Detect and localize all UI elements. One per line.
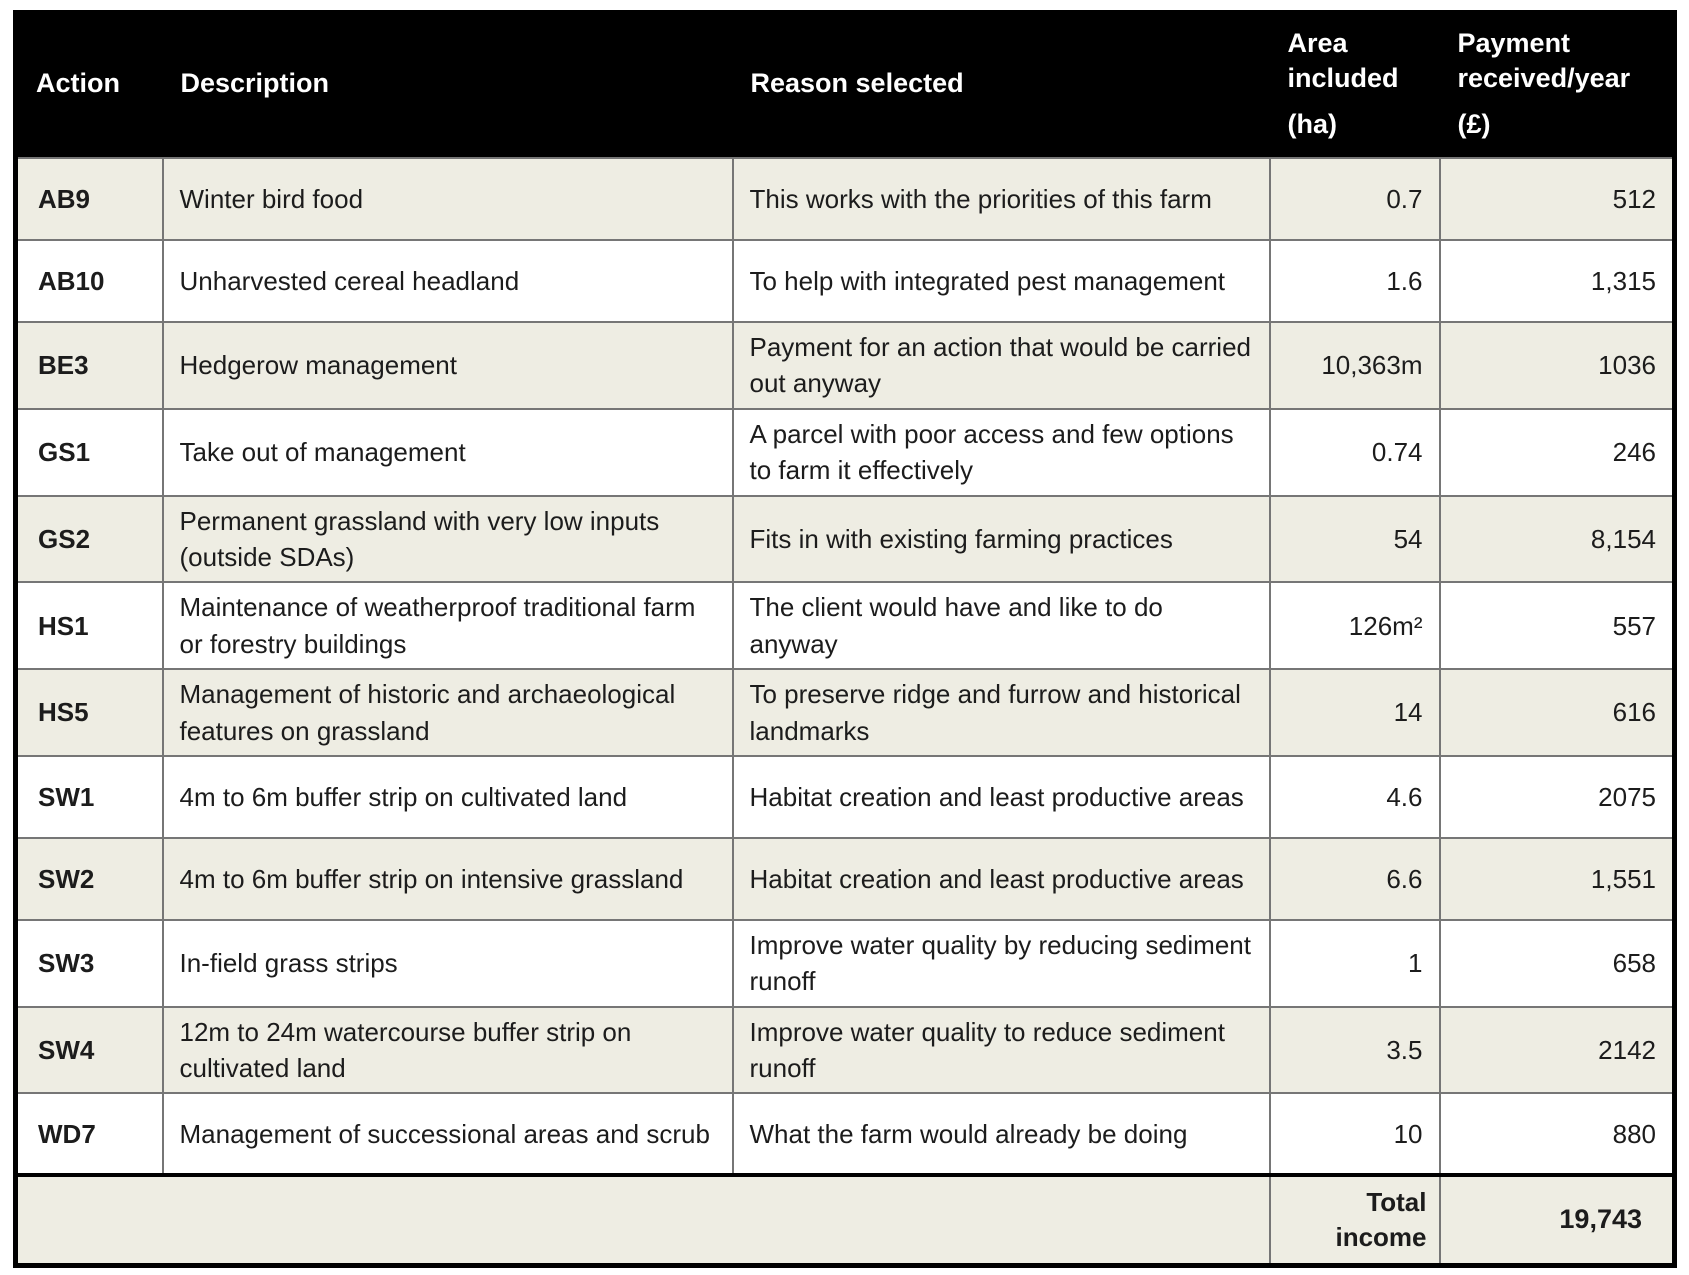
total-row: Total income 19,743 [14, 1173, 1676, 1267]
cell-action: SW4 [14, 1005, 164, 1095]
cell-area: 10,363m [1268, 321, 1441, 410]
cell-description: Winter bird food [161, 157, 734, 241]
cell-description: Management of historic and archaeologica… [161, 668, 734, 757]
cell-area: 126m² [1268, 581, 1441, 671]
cell-reason: A parcel with poor access and few option… [731, 407, 1271, 497]
cell-action: AB9 [14, 157, 164, 241]
cell-action: SW3 [14, 918, 164, 1008]
cell-action: WD7 [14, 1092, 164, 1177]
cell-reason: Payment for an action that would be carr… [731, 321, 1271, 410]
table-row: SW4 12m to 24m watercourse buffer strip … [14, 1005, 1676, 1095]
table-row: SW3 In-field grass strips Improve water … [14, 918, 1676, 1008]
header-area: Area included (ha) [1269, 12, 1440, 158]
cell-description: 12m to 24m watercourse buffer strip on c… [161, 1005, 734, 1095]
header-reason: Reason selected [732, 12, 1270, 158]
header-description: Description [162, 12, 733, 158]
header-row: Action Description Reason selected Area … [15, 12, 1675, 158]
cell-reason: The client would have and like to do any… [731, 581, 1271, 671]
cell-description: 4m to 6m buffer strip on cultivated land [161, 754, 734, 839]
table-row: WD7 Management of successional areas and… [14, 1092, 1676, 1177]
cell-payment: 8,154 [1438, 494, 1676, 584]
cell-area: 10 [1268, 1092, 1441, 1177]
cell-action: HS5 [14, 668, 164, 757]
table-row: HS5 Management of historic and archaeolo… [14, 668, 1676, 757]
cell-payment: 512 [1438, 157, 1676, 241]
cell-action: HS1 [14, 581, 164, 671]
table-row: AB10 Unharvested cereal headland To help… [14, 239, 1676, 323]
total-income-value: 19,743 [1438, 1173, 1676, 1267]
table-row: HS1 Maintenance of weatherproof traditio… [14, 581, 1676, 671]
table-header: Action Description Reason selected Area … [15, 12, 1675, 158]
table-row: SW2 4m to 6m buffer strip on intensive g… [14, 836, 1676, 921]
cell-area: 14 [1268, 668, 1441, 757]
cell-area: 54 [1268, 494, 1441, 584]
cell-area: 4.6 [1268, 754, 1441, 839]
cell-payment: 1,315 [1438, 239, 1676, 323]
cell-payment: 616 [1438, 668, 1676, 757]
cell-reason: What the farm would already be doing [731, 1092, 1271, 1177]
cell-action: AB10 [14, 239, 164, 323]
total-spacer-cell [14, 1173, 1271, 1267]
cell-area: 3.5 [1268, 1005, 1441, 1095]
cell-description: Unharvested cereal headland [161, 239, 734, 323]
table-row: BE3 Hedgerow management Payment for an a… [14, 321, 1676, 410]
cell-description: Permanent grassland with very low inputs… [161, 494, 734, 584]
table-row: AB9 Winter bird food This works with the… [14, 157, 1676, 241]
cell-reason: Habitat creation and least productive ar… [731, 836, 1271, 921]
table-body: AB9 Winter bird food This works with the… [14, 157, 1676, 1267]
cell-action: GS2 [14, 494, 164, 584]
cell-description: Management of successional areas and scr… [161, 1092, 734, 1177]
header-payment-label: Payment received/year [1457, 28, 1631, 94]
cell-payment: 1036 [1438, 321, 1676, 410]
cell-reason: This works with the priorities of this f… [731, 157, 1271, 241]
cell-description: Take out of management [161, 407, 734, 497]
cell-reason: Improve water quality to reduce sediment… [731, 1005, 1271, 1095]
payments-table: Action Description Reason selected Area … [13, 10, 1677, 1268]
cell-payment: 2142 [1438, 1005, 1676, 1095]
cell-reason: Improve water quality by reducing sedime… [731, 918, 1271, 1008]
cell-action: GS1 [14, 407, 164, 497]
cell-description: In-field grass strips [161, 918, 734, 1008]
header-payment: Payment received/year (£) [1439, 12, 1675, 158]
cell-payment: 2075 [1438, 754, 1676, 839]
cell-reason: Habitat creation and least productive ar… [731, 754, 1271, 839]
cell-action: SW1 [14, 754, 164, 839]
cell-payment: 658 [1438, 918, 1676, 1008]
cell-action: SW2 [14, 836, 164, 921]
cell-area: 0.74 [1268, 407, 1441, 497]
header-action: Action [15, 12, 163, 158]
header-area-unit: (ha) [1287, 108, 1338, 139]
cell-area: 6.6 [1268, 836, 1441, 921]
cell-description: 4m to 6m buffer strip on intensive grass… [161, 836, 734, 921]
header-payment-unit: (£) [1457, 108, 1491, 139]
cell-area: 0.7 [1268, 157, 1441, 241]
cell-payment: 880 [1438, 1092, 1676, 1177]
table-row: GS2 Permanent grassland with very low in… [14, 494, 1676, 584]
cell-payment: 246 [1438, 407, 1676, 497]
table-row: SW1 4m to 6m buffer strip on cultivated … [14, 754, 1676, 839]
cell-payment: 557 [1438, 581, 1676, 671]
cell-area: 1.6 [1268, 239, 1441, 323]
cell-description: Hedgerow management [161, 321, 734, 410]
cell-description: Maintenance of weatherproof traditional … [161, 581, 734, 671]
cell-reason: Fits in with existing farming practices [731, 494, 1271, 584]
header-area-label: Area included [1287, 28, 1399, 94]
cell-payment: 1,551 [1438, 836, 1676, 921]
cell-action: BE3 [14, 321, 164, 410]
cell-area: 1 [1268, 918, 1441, 1008]
total-income-label: Total income [1268, 1173, 1441, 1267]
cell-reason: To preserve ridge and furrow and histori… [731, 668, 1271, 757]
table-row: GS1 Take out of management A parcel with… [14, 407, 1676, 497]
cell-reason: To help with integrated pest management [731, 239, 1271, 323]
